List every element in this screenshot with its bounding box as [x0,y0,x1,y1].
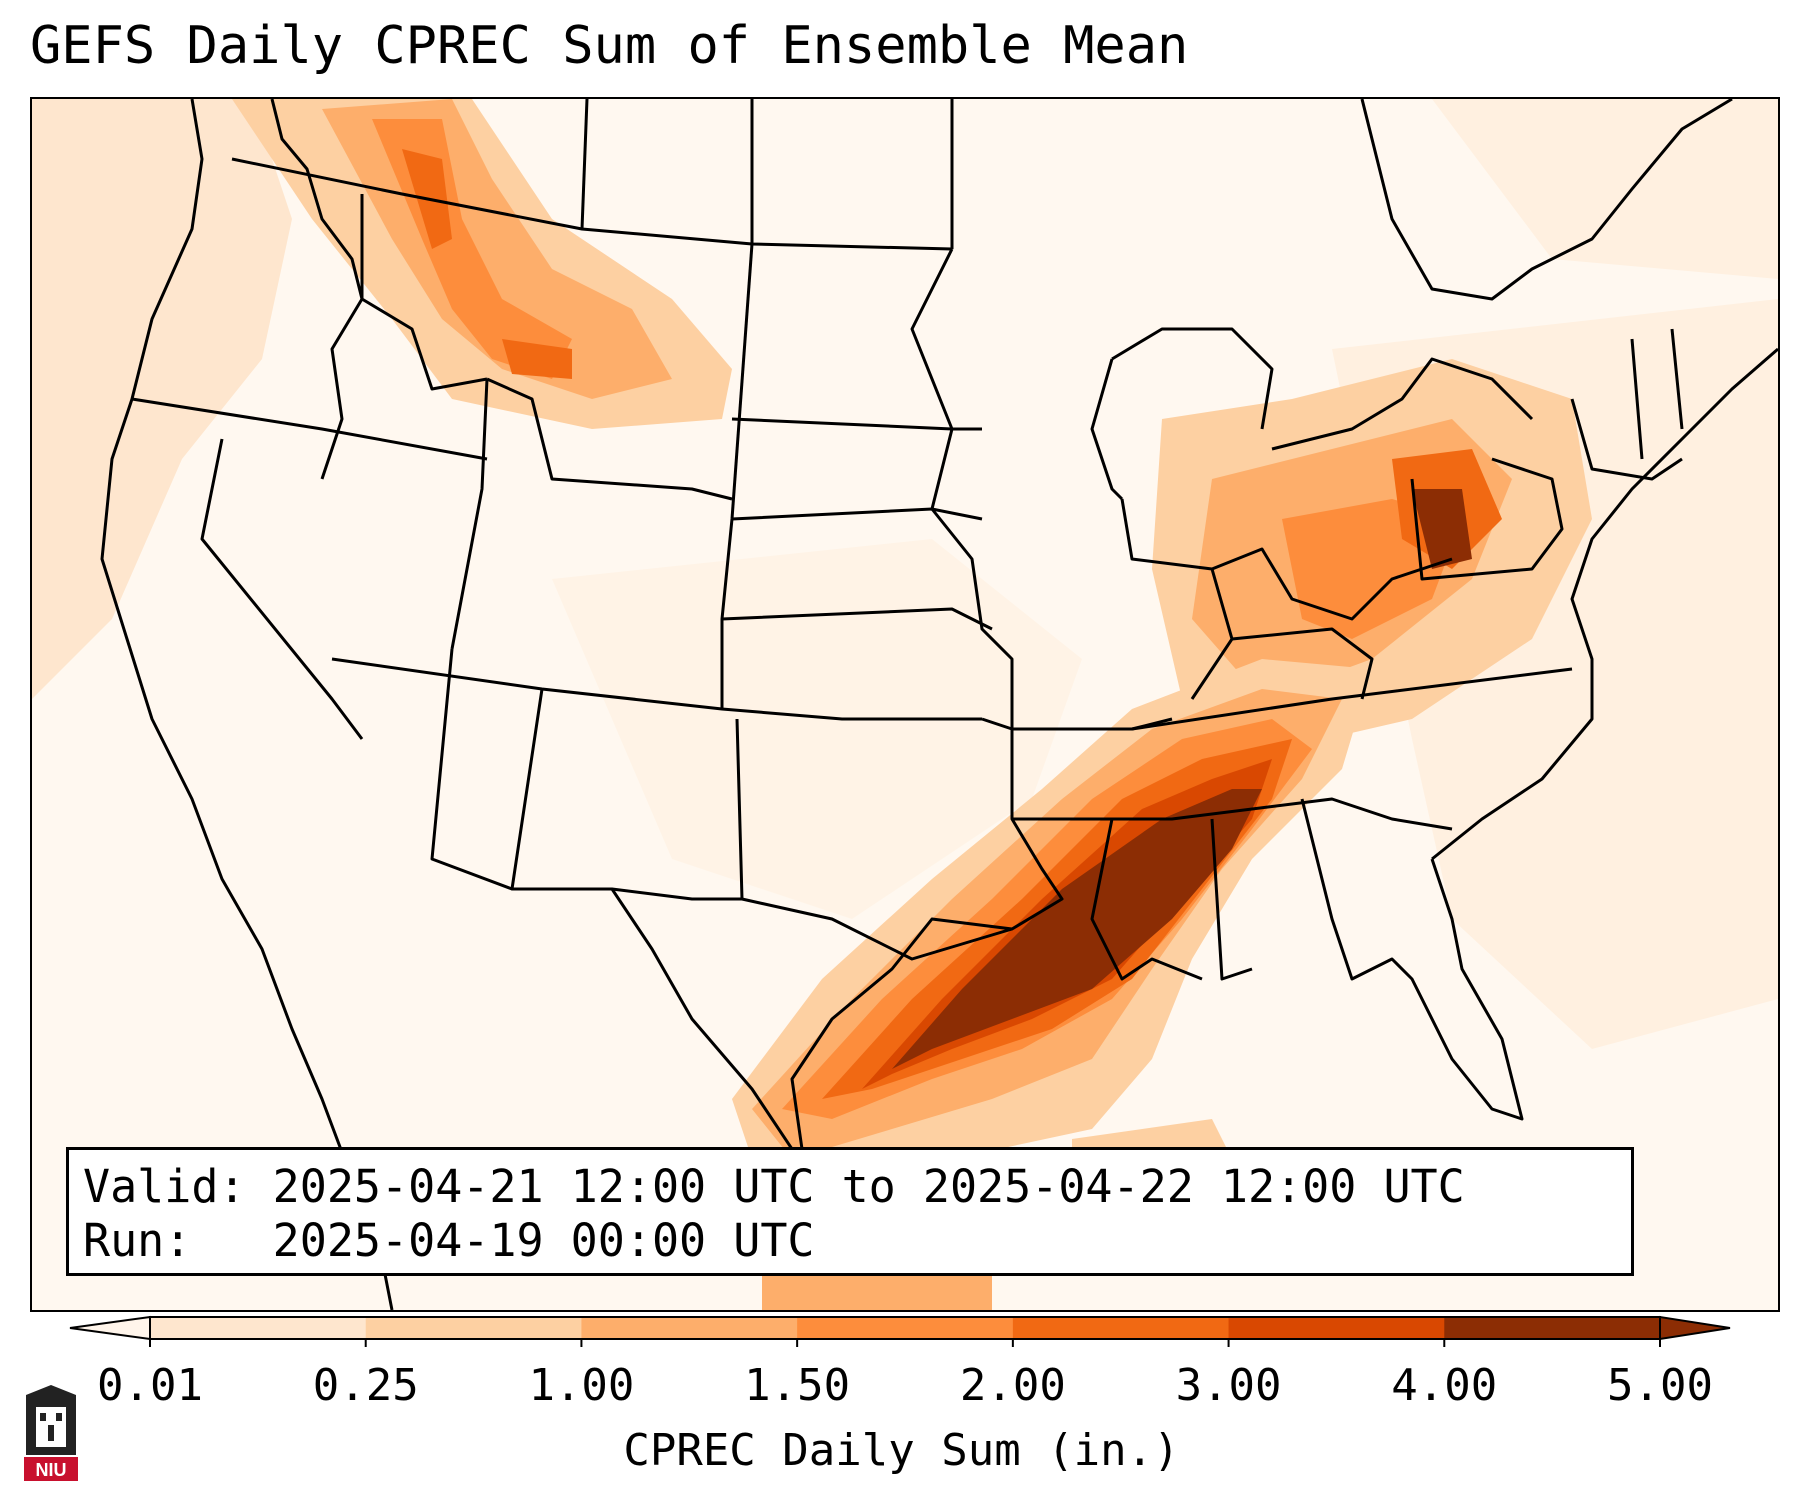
precip-shading [32,99,1778,1310]
niu-logo: NIU [24,1385,78,1481]
colorbar-segment [1444,1317,1661,1339]
colorbar-segment [1012,1317,1230,1339]
valid-row: Valid: 2025-04-21 12:00 UTC to 2025-04-2… [83,1160,1617,1214]
colorbar-segment [365,1317,582,1339]
colorbar-extend-high [1659,1315,1731,1341]
colorbar-tick-label: 0.25 [312,1360,419,1411]
map-title: GEFS Daily CPREC Sum of Ensemble Mean [30,16,1189,76]
state-borders [100,99,1778,1310]
valid-run-info-box: Valid: 2025-04-21 12:00 UTC to 2025-04-2… [66,1147,1634,1276]
run-row: Run: 2025-04-19 00:00 UTC [83,1214,1617,1268]
map-canvas [32,99,1778,1310]
valid-value: 2025-04-21 12:00 UTC to 2025-04-22 12:00… [272,1160,1465,1213]
colorbar-tick-label: 2.00 [959,1360,1066,1411]
colorbar-tick-label: 1.00 [528,1360,635,1411]
run-label: Run: [83,1214,192,1267]
colorbar-extend-low [69,1315,151,1341]
valid-label: Valid: [83,1160,246,1213]
colorbar-frame [149,1316,1661,1340]
colorbar-tick-label: 5.00 [1607,1360,1713,1411]
colorbar-segment [797,1317,1014,1339]
colorbar-segment [150,1317,367,1339]
colorbar [69,1315,1731,1347]
colorbar-tick-label: 3.00 [1175,1360,1282,1411]
colorbar-segment [1228,1317,1445,1339]
colorbar-tick-label: 1.50 [744,1360,851,1411]
precipitation-map [30,97,1780,1312]
colorbar-tick-label: 4.00 [1391,1360,1498,1411]
colorbar-segment [581,1317,798,1339]
colorbar-label: CPREC Daily Sum (in.) [623,1425,1180,1476]
logo-text: NIU [36,1460,67,1480]
run-value: 2025-04-19 00:00 UTC [272,1214,815,1267]
colorbar-tick-label: 0.01 [97,1360,203,1411]
